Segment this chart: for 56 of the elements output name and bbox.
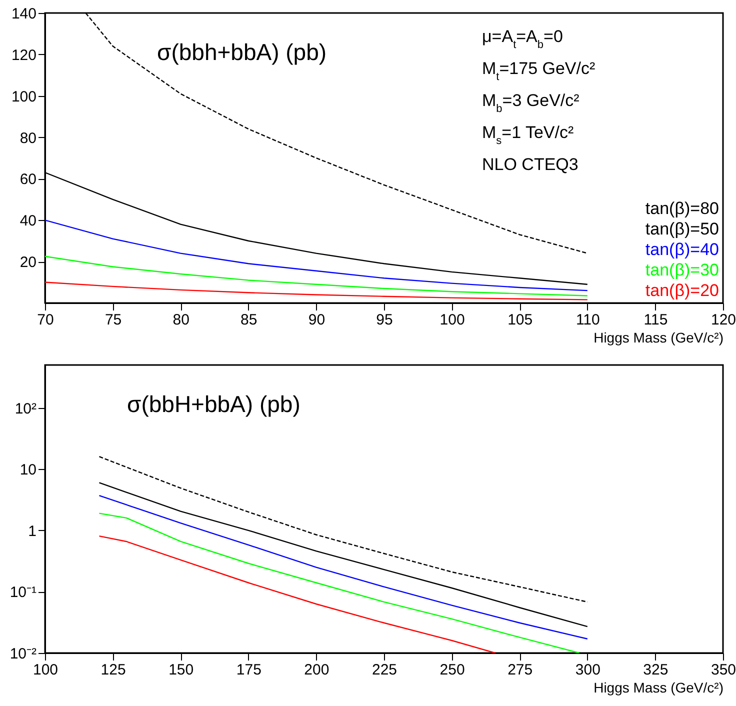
x-tick-label: 300 [575,662,600,678]
line-series [98,535,496,653]
x-axis-title: Higgs Mass (GeV/c²) [594,680,724,696]
text: σ(bbh+bbA) (pb) [157,39,327,65]
y-tick-label: 10 [20,462,36,479]
x-tick-label: 115 [644,312,668,328]
annotation: M$_{s}$=1 TeV/c² [482,123,574,147]
line-series [45,282,588,300]
annotation: μ=A$_{t}$=A$_{b}$=0 [482,27,563,51]
line-series [45,220,588,292]
y-tick-label: 100 [11,88,36,106]
y-tick-label: 140 [11,6,36,22]
x-tick-label: 125 [100,662,126,678]
y-tick-label: 60 [20,171,36,188]
text: tan(β)=80 [645,199,719,218]
x-tick-label: 275 [508,662,533,678]
y-tick-label: 120 [11,46,36,64]
line-series [98,494,588,640]
annotation: M$_{b}$=3 GeV/c² [482,91,580,115]
y-tick-label: 20 [20,254,36,272]
x-tick-label: 150 [168,662,194,678]
x-tick-label: 95 [376,312,393,328]
line-series [98,482,588,628]
y-tick-label: 10⁻² [10,646,36,662]
x-tick-label: 120 [710,312,736,328]
x-tick-label: 80 [172,312,190,328]
text: tan(β)=40 [645,240,719,259]
y-tick-label: 40 [20,212,36,230]
x-tick-label: 225 [372,662,398,678]
x-axis-title: Higgs Mass (GeV/c²) [594,330,724,346]
line-series [98,456,588,603]
x-tick-label: 70 [37,312,54,328]
line-series [98,512,580,653]
x-tick-label: 175 [236,662,262,678]
x-tick-label: 325 [643,662,668,678]
x-tick-label: 350 [710,662,736,678]
text: tan(β)=20 [645,281,719,300]
y-tick-label: 80 [20,130,36,147]
x-tick-label: 105 [508,312,533,328]
x-tick-label: 250 [440,662,465,678]
x-tick-label: 75 [104,312,122,328]
x-tick-label: 100 [440,312,465,328]
y-tick-label: 10² [14,400,36,418]
text: σ(bbH+bbA) (pb) [127,391,300,417]
x-tick-label: 100 [32,662,58,678]
x-tick-label: 200 [304,662,330,678]
text: tan(β)=30 [645,260,719,280]
annotation: M$_{t}$=175 GeV/c² [482,59,596,83]
x-tick-label: 110 [576,312,600,328]
y-tick-label: 1 [28,522,36,540]
line-series [45,256,588,296]
text: tan(β)=50 [645,220,719,238]
annotation: NLO CTEQ3 [482,155,578,174]
x-tick-label: 85 [240,312,258,328]
y-tick-label: 10⁻¹ [10,584,36,602]
x-tick-label: 90 [308,312,326,328]
